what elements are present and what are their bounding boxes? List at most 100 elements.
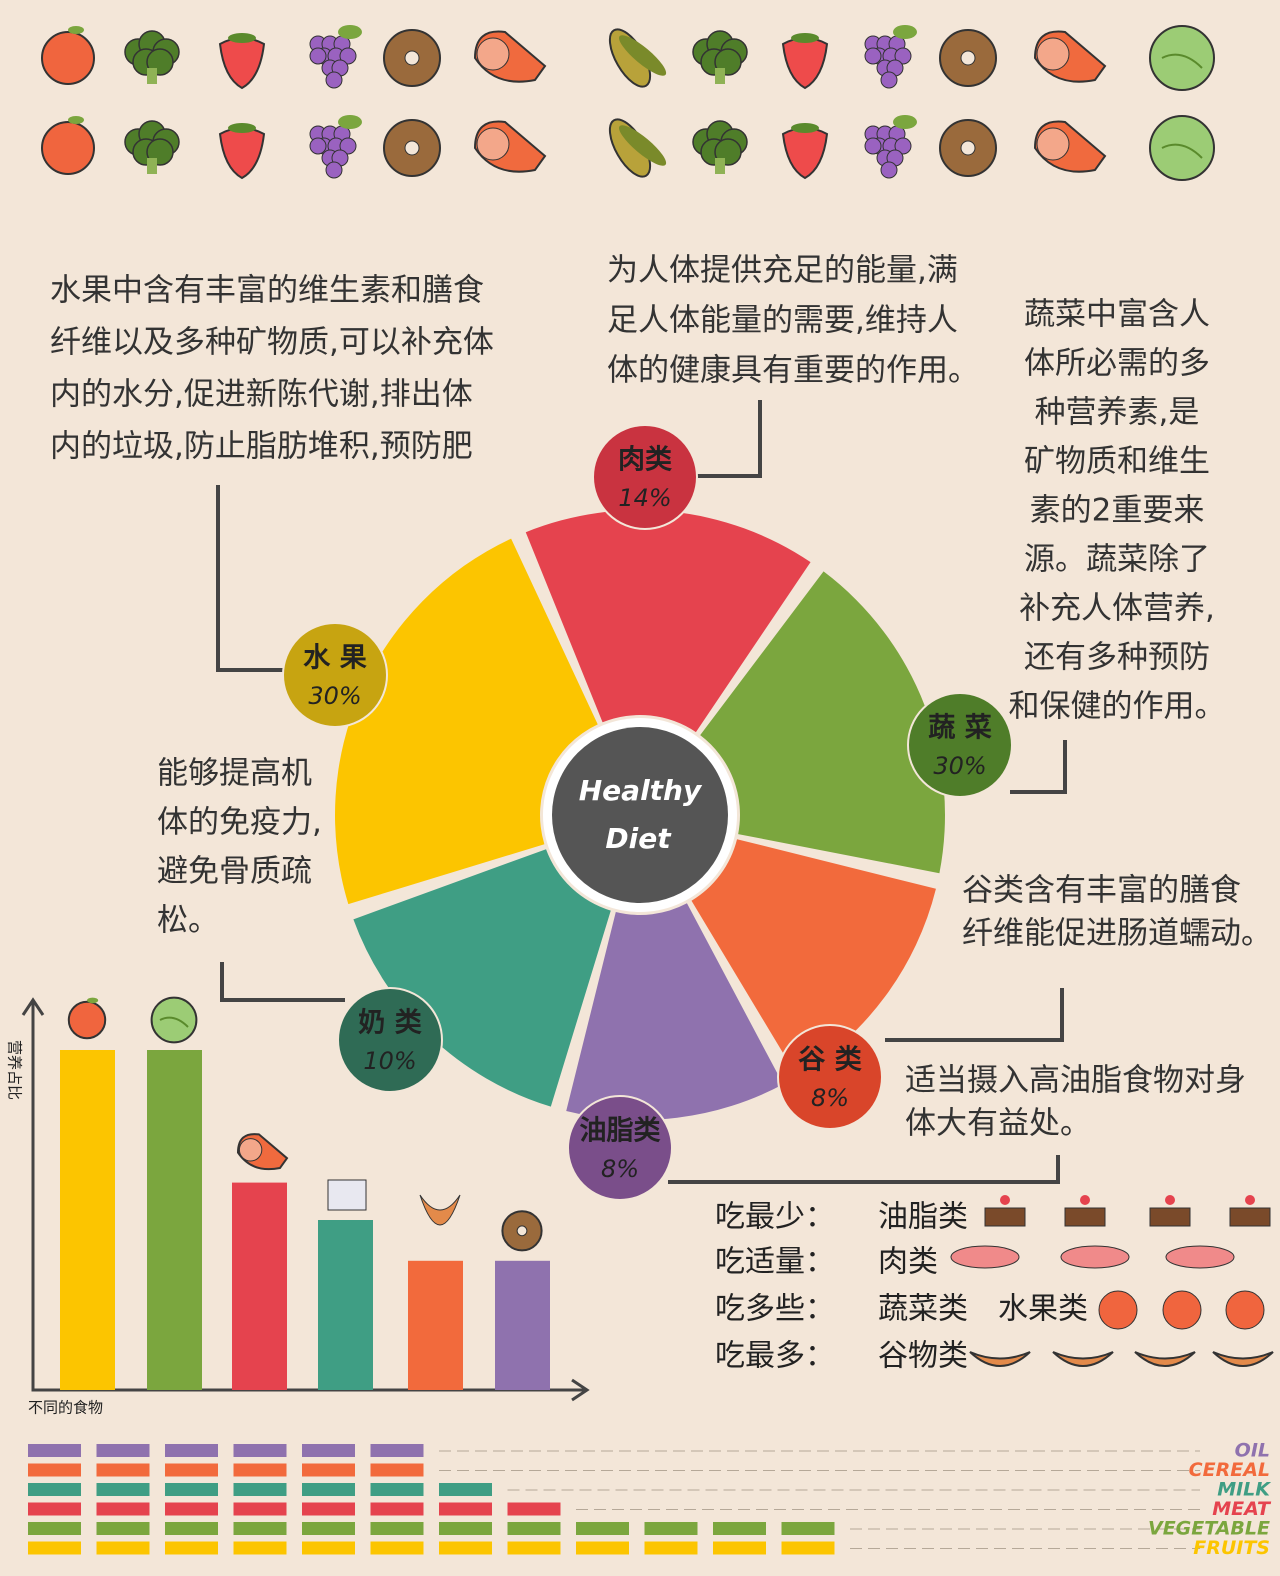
stripe-block: [507, 1522, 561, 1535]
stripe-block: [96, 1463, 150, 1477]
husk: [619, 125, 667, 166]
note-line: 素的2重要来: [1030, 493, 1205, 529]
cake-icon: [1229, 1207, 1271, 1227]
segment-badge: [777, 1024, 883, 1130]
grape: [309, 47, 327, 65]
hole: [404, 50, 420, 66]
leaf: [68, 116, 84, 124]
stripe-label: MEAT: [1212, 1498, 1272, 1520]
segment-badge: [592, 424, 698, 530]
wheel-sector: [566, 903, 784, 1121]
cherry: [1000, 1195, 1010, 1205]
apple: [67, 1000, 107, 1040]
stripe-block: [781, 1541, 835, 1555]
leaf: [68, 26, 84, 34]
wheel-sector: [700, 571, 945, 874]
stripe-block: [713, 1541, 766, 1555]
segment-badge: [337, 987, 443, 1093]
stripe-block: [28, 1522, 81, 1535]
vein: [1161, 143, 1203, 159]
food-icon: [1033, 30, 1107, 83]
stripe-label: VEGETABLE: [1148, 1518, 1270, 1540]
bar-axes: [21, 997, 590, 1402]
fish-icon: [1060, 1245, 1130, 1269]
segment-name: 油脂类: [580, 1116, 661, 1147]
guide-item: 油脂类: [878, 1200, 968, 1235]
segment-percent: 10%: [363, 1047, 416, 1075]
ham-cut: [476, 127, 510, 161]
segment-percent: 8%: [811, 1084, 849, 1112]
guide-item: 水果类: [998, 1292, 1088, 1327]
bar: [495, 1260, 550, 1390]
segment-percent: 14%: [618, 484, 671, 512]
food-icon: [608, 118, 667, 178]
stripe-block: [28, 1444, 81, 1457]
grape: [880, 71, 898, 89]
stripe-block: [28, 1463, 81, 1477]
food-icon: [309, 115, 362, 179]
note-line: 种营养素,是: [1035, 395, 1200, 431]
segment-name: 谷 类: [798, 1045, 861, 1076]
cake-icon: [984, 1207, 1026, 1227]
segment-badge: [907, 692, 1013, 798]
grape: [894, 137, 912, 155]
food-icon: [781, 33, 829, 90]
apple: [41, 31, 95, 85]
stripe-block: [233, 1522, 287, 1535]
hole: [960, 140, 976, 156]
note-line: 蔬菜中富含人: [1024, 297, 1210, 333]
ham-cut: [1036, 127, 1070, 161]
guide-label: 吃最少：: [715, 1200, 835, 1235]
hole: [404, 140, 420, 156]
stripe-label: OIL: [1235, 1440, 1270, 1462]
stripe-block: [713, 1522, 766, 1535]
cake-icon: [1064, 1207, 1106, 1227]
stripe-block: [370, 1444, 424, 1457]
leaf: [893, 115, 917, 129]
stripe-block: [302, 1502, 355, 1516]
milk-icon: [327, 1179, 367, 1211]
cabbage: [1149, 115, 1215, 181]
food-icon: [939, 29, 997, 87]
note-line: 体大有益处。: [905, 1106, 1091, 1142]
note-line: 体的健康具有重要的作用。: [607, 353, 979, 389]
stripe-block: [302, 1483, 355, 1496]
croissant-icon: [1134, 1351, 1196, 1367]
note-line: 内的水分,促进新陈代谢,排出体: [50, 377, 473, 413]
hole: [516, 1225, 528, 1237]
guide-label: 吃最多：: [715, 1339, 835, 1374]
x-axis-label: 不同的食物: [28, 1399, 103, 1417]
food-icon: [41, 26, 95, 85]
ham-cut: [1036, 37, 1070, 71]
stripe-block: [370, 1522, 424, 1535]
stripe-block: [96, 1483, 150, 1496]
food-icon: [124, 120, 180, 174]
note-line: 纤维能促进肠道蠕动。: [962, 916, 1272, 952]
grape: [339, 137, 357, 155]
grape: [339, 47, 357, 65]
segment-name: 水 果: [303, 643, 366, 674]
stripe-block: [781, 1522, 835, 1535]
food-icon: [473, 30, 547, 83]
vein: [1161, 53, 1203, 69]
food-icon: [608, 28, 667, 88]
note-line: 谷类含有丰富的膳食: [962, 873, 1241, 909]
stripe-block: [233, 1502, 287, 1516]
stripe-block: [233, 1463, 287, 1477]
food-icon: [1149, 25, 1215, 91]
food-icon: [150, 996, 198, 1044]
cherry: [1245, 1195, 1255, 1205]
segment-percent: 30%: [308, 682, 361, 710]
center-circle: [552, 727, 728, 903]
ham-cut: [476, 37, 510, 71]
grape: [325, 161, 343, 179]
food-icon: [864, 115, 917, 179]
stripe-block: [165, 1522, 218, 1535]
note-line: 源。蔬菜除了: [1024, 542, 1210, 578]
food-icon: [67, 997, 107, 1040]
note-line: 补充人体营养,: [1019, 591, 1215, 627]
croissant-icon: [1052, 1351, 1114, 1367]
food-icon: [939, 119, 997, 177]
grape: [894, 47, 912, 65]
